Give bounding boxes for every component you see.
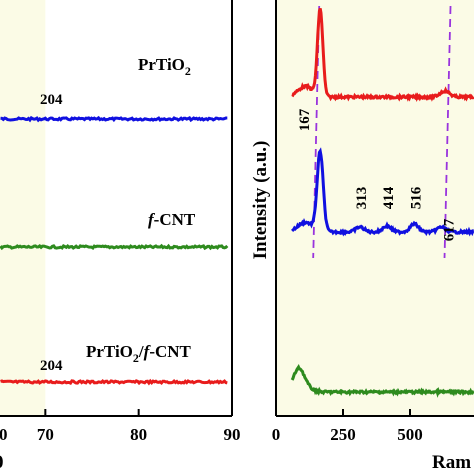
xrd-peak-label-bottom: 204 xyxy=(40,358,63,374)
xrd-series-group xyxy=(0,115,229,386)
xrd-label-fcnt: f-CNT xyxy=(148,210,196,229)
raman-peak-label-4: 617 xyxy=(441,218,457,241)
raman-series-line-1 xyxy=(291,147,474,237)
xrd-tick-label-2: 90 xyxy=(224,425,241,444)
raman-series-line-2 xyxy=(290,363,474,398)
raman-tick-label-2: 500 xyxy=(397,425,423,444)
raman-plot-background xyxy=(276,0,474,416)
raman-series-group xyxy=(290,7,474,398)
xrd-label-prtio2-fcnt: PrTiO2/f-CNT xyxy=(86,342,192,365)
raman-y-axis-title: Intensity (a.u.) xyxy=(250,141,271,260)
raman-series-line-0 xyxy=(291,7,474,102)
xrd-tick-label-1: 80 xyxy=(130,425,147,444)
xrd-shaded-region xyxy=(0,0,46,416)
raman-peak-label-1: 313 xyxy=(354,187,370,210)
raman-peak-label-2: 414 xyxy=(381,186,397,209)
xrd-series-line-2 xyxy=(0,378,228,386)
raman-peak-label-3: 516 xyxy=(408,186,424,209)
xrd-tick-label-partial-0: 0 xyxy=(0,425,8,444)
xrd-series-line-1 xyxy=(0,243,229,251)
raman-ref-line-1 xyxy=(443,5,452,259)
xrd-x-ticks: 70 80 90 0 xyxy=(0,409,241,444)
raman-peak-label-0: 167 xyxy=(297,108,313,131)
xrd-label-prtio2: PrTiO2 xyxy=(138,55,191,78)
raman-tick-label-0: 0 xyxy=(272,425,281,444)
xrd-series-line-0 xyxy=(0,115,228,123)
raman-x-axis-title-fragment: Ram xyxy=(432,452,471,473)
xrd-panel: 70 80 90 0 PrTiO2 f-CNT PrTiO2/f-CNT 204 20… xyxy=(0,0,241,473)
raman-x-ticks: 025050075 xyxy=(272,409,423,444)
raman-peak-labels: 167 313 414 516 617 xyxy=(297,108,458,241)
xrd-x-axis-title-fragment: 0 xyxy=(0,452,4,473)
xrd-peak-label-top: 204 xyxy=(40,92,63,108)
raman-tick-label-1: 250 xyxy=(330,425,356,444)
xrd-tick-label-0: 70 xyxy=(37,425,54,444)
